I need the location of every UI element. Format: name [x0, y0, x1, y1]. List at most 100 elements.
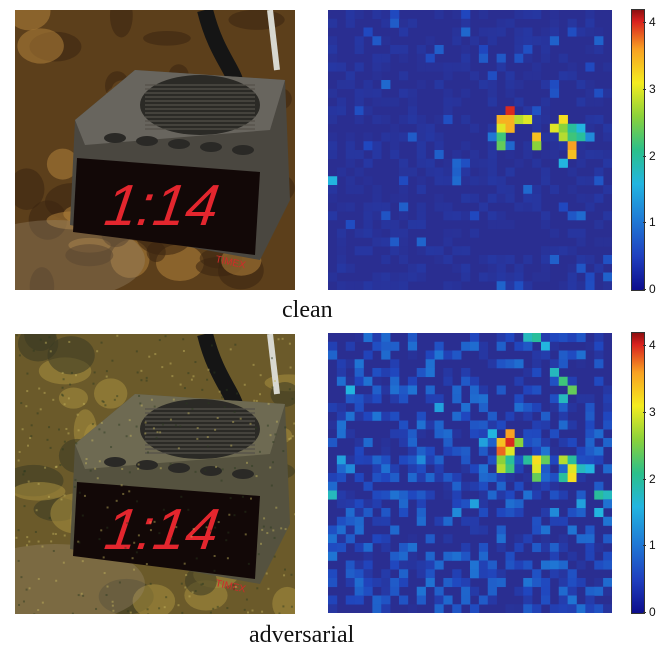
heatmap-cell	[585, 543, 595, 553]
heatmap-cell	[567, 455, 577, 465]
heatmap-cell	[390, 45, 400, 55]
heatmap-cell	[603, 516, 612, 526]
heatmap-cell	[594, 350, 604, 360]
heatmap-cell	[585, 132, 595, 142]
heatmap-cell	[594, 27, 604, 37]
heatmap-cell	[399, 272, 409, 282]
heatmap-cell	[461, 176, 471, 186]
heatmap-cell	[407, 106, 418, 116]
heatmap-cell	[345, 595, 355, 605]
heatmap-cell	[416, 473, 426, 483]
heatmap-cell	[399, 429, 409, 439]
heatmap-cell	[558, 403, 568, 413]
heatmap-cell	[390, 237, 400, 247]
heatmap-cell	[532, 368, 542, 378]
heatmap-cell	[603, 499, 612, 509]
heatmap-cell	[594, 490, 604, 500]
heatmap-cell	[558, 411, 568, 421]
heatmap-cell	[505, 429, 515, 439]
heatmap-cell	[532, 132, 542, 142]
heatmap-cell	[399, 115, 409, 125]
heatmap-cell	[505, 333, 515, 343]
heatmap-cell	[470, 123, 480, 133]
heatmap-cell	[496, 132, 506, 142]
adversarial-heatmap	[328, 333, 612, 613]
heatmap-cell	[549, 473, 560, 483]
heatmap-cell	[407, 560, 418, 570]
heatmap-cell	[372, 211, 382, 221]
heatmap-cell	[505, 106, 515, 116]
heatmap-cell	[336, 167, 347, 177]
heatmap-cell	[345, 490, 355, 500]
heatmap-cell	[514, 281, 524, 290]
heatmap-cell	[345, 80, 355, 90]
heatmap-cell	[576, 228, 586, 238]
heatmap-cell	[558, 376, 568, 386]
heatmap-cell	[425, 167, 435, 177]
heatmap-cell	[354, 45, 364, 55]
tablecloth-pattern	[47, 336, 95, 375]
heatmap-cell	[443, 350, 453, 360]
heatmap-cell	[434, 341, 444, 351]
heatmap-cell	[372, 578, 382, 588]
heatmap-cell	[594, 560, 604, 570]
heatmap-cell	[532, 10, 542, 20]
heatmap-cell	[443, 106, 453, 116]
heatmap-cell	[425, 455, 435, 465]
heatmap-cell	[576, 132, 586, 142]
heatmap-cell	[354, 228, 364, 238]
heatmap-cell	[594, 97, 604, 107]
heatmap-cell	[372, 71, 382, 81]
heatmap-cell	[549, 368, 560, 378]
heatmap-cell	[345, 455, 355, 465]
heatmap-cell	[532, 525, 542, 535]
heatmap-cell	[567, 604, 577, 613]
heatmap-cell	[549, 508, 560, 518]
heatmap-cell	[416, 446, 426, 456]
heatmap-cell	[363, 586, 373, 596]
clock-button	[104, 133, 126, 143]
heatmap-cell	[514, 27, 524, 37]
heatmap-cell	[603, 62, 612, 72]
heatmap-cell	[452, 604, 462, 613]
heatmap-cell	[416, 80, 426, 90]
heatmap-cell	[470, 560, 480, 570]
heatmap-cell	[452, 176, 462, 186]
heatmap-cell	[372, 411, 382, 421]
heatmap-cell	[470, 36, 480, 46]
heatmap-cell	[443, 62, 453, 72]
heatmap-cell	[585, 341, 595, 351]
heatmap-cell	[514, 10, 524, 20]
heatmap-cell	[328, 45, 338, 55]
heatmap-cell	[416, 62, 426, 72]
heatmap-cell	[354, 281, 364, 290]
heatmap-cell	[461, 158, 471, 168]
heatmap-cell	[372, 53, 382, 63]
heatmap-cell	[407, 88, 418, 98]
heatmap-cell	[549, 80, 560, 90]
heatmap-cell	[505, 446, 515, 456]
heatmap-cell	[328, 551, 338, 561]
heatmap-cell	[381, 237, 391, 247]
heatmap-cell	[399, 53, 409, 63]
heatmap-cell	[496, 569, 506, 579]
heatmap-cell	[549, 376, 560, 386]
heatmap-cell	[505, 411, 515, 421]
heatmap-cell	[549, 481, 560, 491]
heatmap-cell	[567, 141, 577, 151]
heatmap-cell	[558, 71, 568, 81]
heatmap-cell	[443, 534, 453, 544]
heatmap-cell	[336, 263, 347, 273]
heatmap-cell	[478, 446, 489, 456]
heatmap-cell	[487, 560, 497, 570]
heatmap-cell	[345, 71, 355, 81]
heatmap-cell	[461, 62, 471, 72]
heatmap-cell	[487, 569, 497, 579]
heatmap-cell	[532, 185, 542, 195]
heatmap-cell	[549, 455, 560, 465]
heatmap-cell	[594, 115, 604, 125]
heatmap-cell	[585, 272, 595, 282]
heatmap-cell	[505, 185, 515, 195]
heatmap-cell	[585, 10, 595, 20]
heatmap-cell	[603, 420, 612, 430]
